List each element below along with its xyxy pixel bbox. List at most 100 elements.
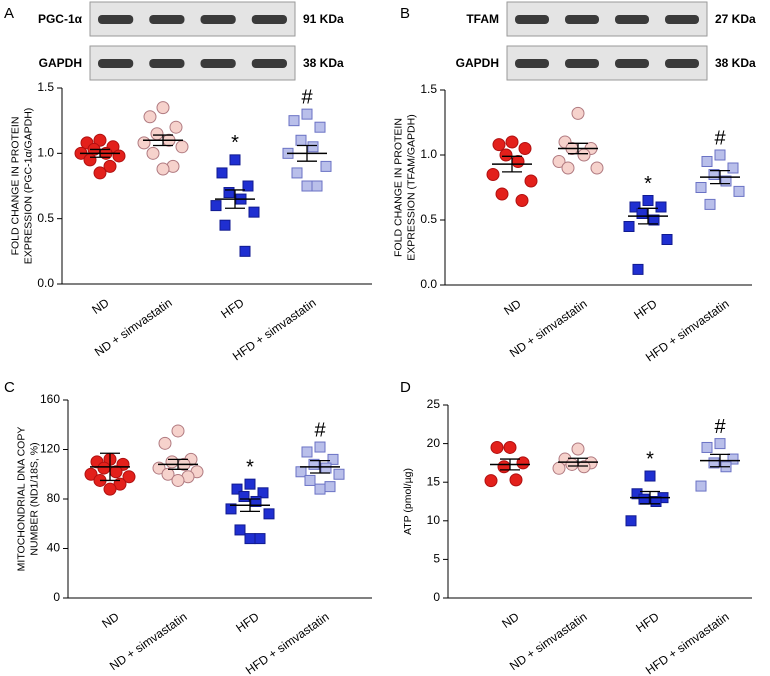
data-point (156, 101, 170, 115)
significance-mark: * (646, 448, 654, 470)
data-point (324, 481, 336, 493)
blot-band (615, 59, 649, 68)
panel-letter: D (400, 379, 411, 396)
data-point (497, 460, 511, 474)
data-point (239, 245, 251, 257)
data-point (291, 167, 303, 179)
data-point (314, 483, 326, 495)
data-point (231, 483, 243, 495)
data-point (254, 533, 266, 545)
data-point (304, 474, 316, 486)
y-axis-label: FOLD CHANGE IN PROTEIN (9, 117, 21, 256)
data-point (175, 140, 189, 154)
data-point (314, 121, 326, 133)
significance-mark: * (246, 456, 254, 478)
data-point (257, 487, 269, 499)
blot-band (615, 15, 649, 24)
data-point (288, 115, 300, 127)
data-point (708, 457, 720, 469)
data-point (314, 441, 326, 453)
data-point (503, 440, 517, 454)
data-point (216, 167, 228, 179)
data-point (714, 438, 726, 450)
data-point (93, 133, 107, 147)
data-point (708, 169, 720, 180)
data-point (695, 480, 707, 492)
data-point (638, 493, 650, 505)
y-axis-label: EXPRESSION (PGC-1α/GAPDH) (22, 108, 34, 265)
blot-label: GAPDH (456, 56, 499, 70)
y-axis-label: FOLD CHANGE IN PROTEIN (392, 118, 404, 257)
y-tick-label: 20 (427, 436, 441, 450)
data-point (210, 200, 222, 212)
data-point (499, 148, 513, 162)
blot-size: 38 KDa (715, 56, 756, 70)
blot-label: TFAM (466, 12, 499, 26)
data-point (307, 141, 319, 153)
y-tick-label: 1.5 (420, 82, 437, 96)
blot-band (515, 15, 549, 24)
data-point (571, 442, 585, 456)
y-tick-label: 0.0 (420, 277, 437, 291)
data-point (165, 455, 179, 469)
data-point (632, 263, 644, 275)
data-point (234, 524, 246, 536)
data-point (648, 214, 660, 226)
x-tick-label: ND (99, 609, 122, 631)
y-axis-label: EXPRESSION (TFAM/GAPDH) (405, 114, 417, 260)
panel-letter: C (4, 379, 15, 396)
data-point (244, 533, 256, 545)
blot-band (565, 59, 599, 68)
data-point (495, 187, 509, 201)
data-point (223, 187, 235, 199)
data-point (219, 219, 231, 231)
data-point (515, 194, 529, 207)
data-point (103, 482, 117, 496)
significance-mark: # (301, 86, 313, 108)
data-point (524, 174, 538, 188)
y-tick-label: 120 (40, 442, 60, 456)
data-point (552, 461, 566, 475)
blot-band (149, 15, 185, 24)
y-tick-label: 0.5 (37, 211, 54, 225)
blot-label: PGC-1α (38, 12, 83, 26)
significance-mark: * (644, 173, 652, 195)
blot-band (149, 59, 185, 68)
data-point (650, 496, 662, 507)
data-point (561, 161, 575, 175)
data-point (577, 460, 591, 474)
blot-band (665, 15, 699, 24)
data-point (103, 159, 117, 173)
data-point (661, 234, 673, 245)
data-point (97, 461, 111, 475)
data-point (701, 156, 713, 167)
blot-band (200, 59, 236, 68)
blot-label: GAPDH (39, 56, 82, 70)
data-point (225, 503, 237, 515)
panel-letter: B (400, 5, 410, 22)
data-point (169, 120, 183, 134)
x-tick-label: ND (501, 296, 524, 318)
y-tick-label: 1.5 (37, 80, 54, 94)
data-point (320, 462, 332, 474)
data-point (150, 127, 164, 141)
data-point (122, 470, 136, 484)
x-tick-label: HFD (233, 609, 262, 635)
data-point (242, 180, 254, 192)
data-point (590, 161, 604, 175)
data-point (505, 135, 519, 149)
data-point (714, 149, 726, 161)
x-tick-label: ND (89, 295, 112, 317)
data-point (301, 446, 313, 458)
y-tick-label: 25 (427, 397, 441, 411)
data-point (333, 468, 345, 480)
data-point (248, 206, 260, 218)
blot-band (98, 59, 134, 68)
data-point (486, 168, 500, 181)
data-point (112, 149, 126, 163)
data-point (308, 458, 320, 470)
y-tick-label: 0.0 (37, 276, 54, 290)
y-tick-label: 160 (40, 392, 60, 406)
data-point (727, 162, 739, 174)
